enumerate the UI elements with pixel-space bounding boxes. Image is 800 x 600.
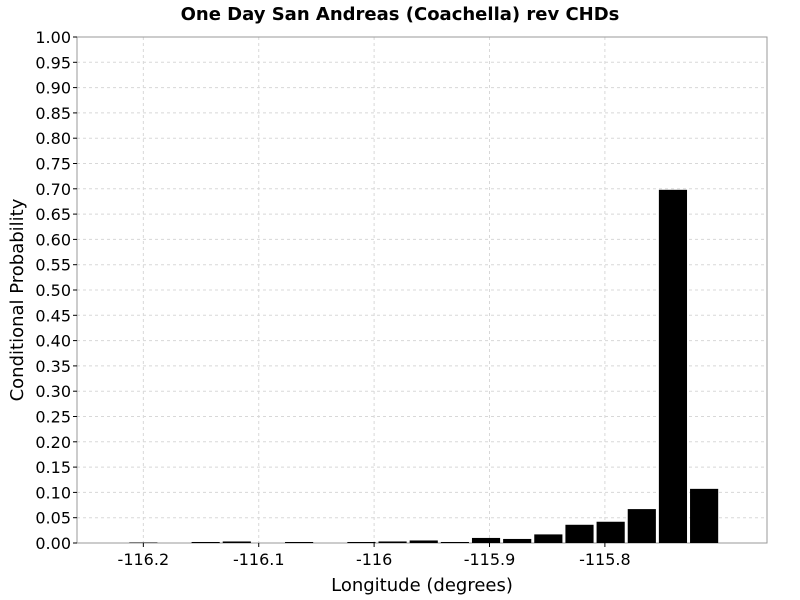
x-tick-label: -116.2 — [118, 550, 170, 569]
chart-title: One Day San Andreas (Coachella) rev CHDs — [181, 4, 620, 25]
x-axis-label: Longitude (degrees) — [331, 575, 513, 596]
y-tick-label: 0.90 — [35, 79, 71, 98]
y-tick-label: 0.30 — [35, 382, 71, 401]
bar — [596, 521, 625, 543]
y-tick-label: 0.00 — [35, 534, 71, 553]
y-tick-label: 0.60 — [35, 230, 71, 249]
y-tick-label: 0.75 — [35, 155, 71, 174]
y-tick-label: 0.65 — [35, 205, 71, 224]
y-tick-label: 0.05 — [35, 509, 71, 528]
y-tick-label: 0.25 — [35, 408, 71, 427]
y-tick-label: 0.35 — [35, 357, 71, 376]
x-tick-label: -116 — [356, 550, 392, 569]
bar — [627, 509, 656, 543]
x-tick-label: -115.8 — [579, 550, 631, 569]
y-tick-label: 0.40 — [35, 332, 71, 351]
bar — [471, 537, 501, 543]
y-tick-label: 0.45 — [35, 306, 71, 325]
bar — [378, 541, 407, 543]
y-tick-label: 0.70 — [35, 180, 71, 199]
y-axis-label: Conditional Probability — [7, 198, 28, 401]
bar — [129, 542, 158, 543]
bar — [534, 534, 563, 543]
bar — [440, 541, 469, 543]
x-axis-ticks: -116.2 -116.1 -116 -115.9 -115.8 — [118, 543, 631, 569]
y-tick-label: 0.20 — [35, 433, 71, 452]
y-tick-label: 0.55 — [35, 256, 71, 275]
y-tick-label: 0.10 — [35, 483, 71, 502]
y-tick-label: 0.95 — [35, 53, 71, 72]
bars — [129, 189, 719, 543]
bar — [658, 189, 688, 543]
y-tick-label: 0.85 — [35, 104, 71, 123]
bar — [347, 541, 376, 543]
bar — [690, 488, 719, 543]
y-tick-label: 0.50 — [35, 281, 71, 300]
x-tick-label: -116.1 — [233, 550, 285, 569]
bar — [409, 540, 438, 543]
bar — [222, 541, 251, 543]
y-axis-ticks: 0.00 0.05 0.10 0.15 0.20 0.25 0.30 0.35 0.40 0.45… — [35, 28, 77, 553]
y-tick-label: 1.00 — [35, 28, 71, 47]
bar — [285, 541, 314, 543]
y-tick-label: 0.80 — [35, 129, 71, 148]
bar — [565, 524, 594, 543]
x-tick-label: -115.9 — [464, 550, 516, 569]
bar — [191, 541, 220, 543]
bar — [503, 538, 532, 543]
y-tick-label: 0.15 — [35, 458, 71, 477]
